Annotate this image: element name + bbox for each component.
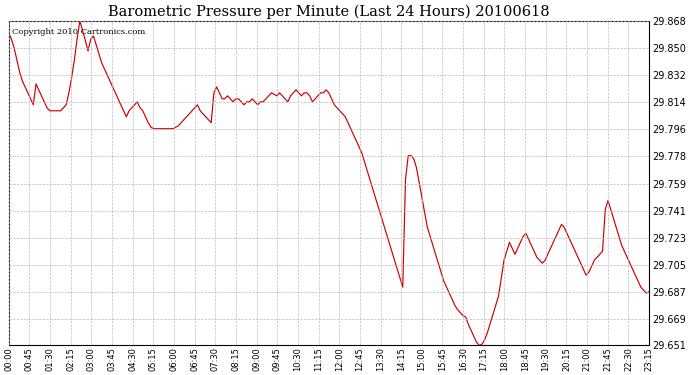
Text: Copyright 2010 Cartronics.com: Copyright 2010 Cartronics.com: [12, 28, 145, 36]
Title: Barometric Pressure per Minute (Last 24 Hours) 20100618: Barometric Pressure per Minute (Last 24 …: [108, 4, 550, 18]
